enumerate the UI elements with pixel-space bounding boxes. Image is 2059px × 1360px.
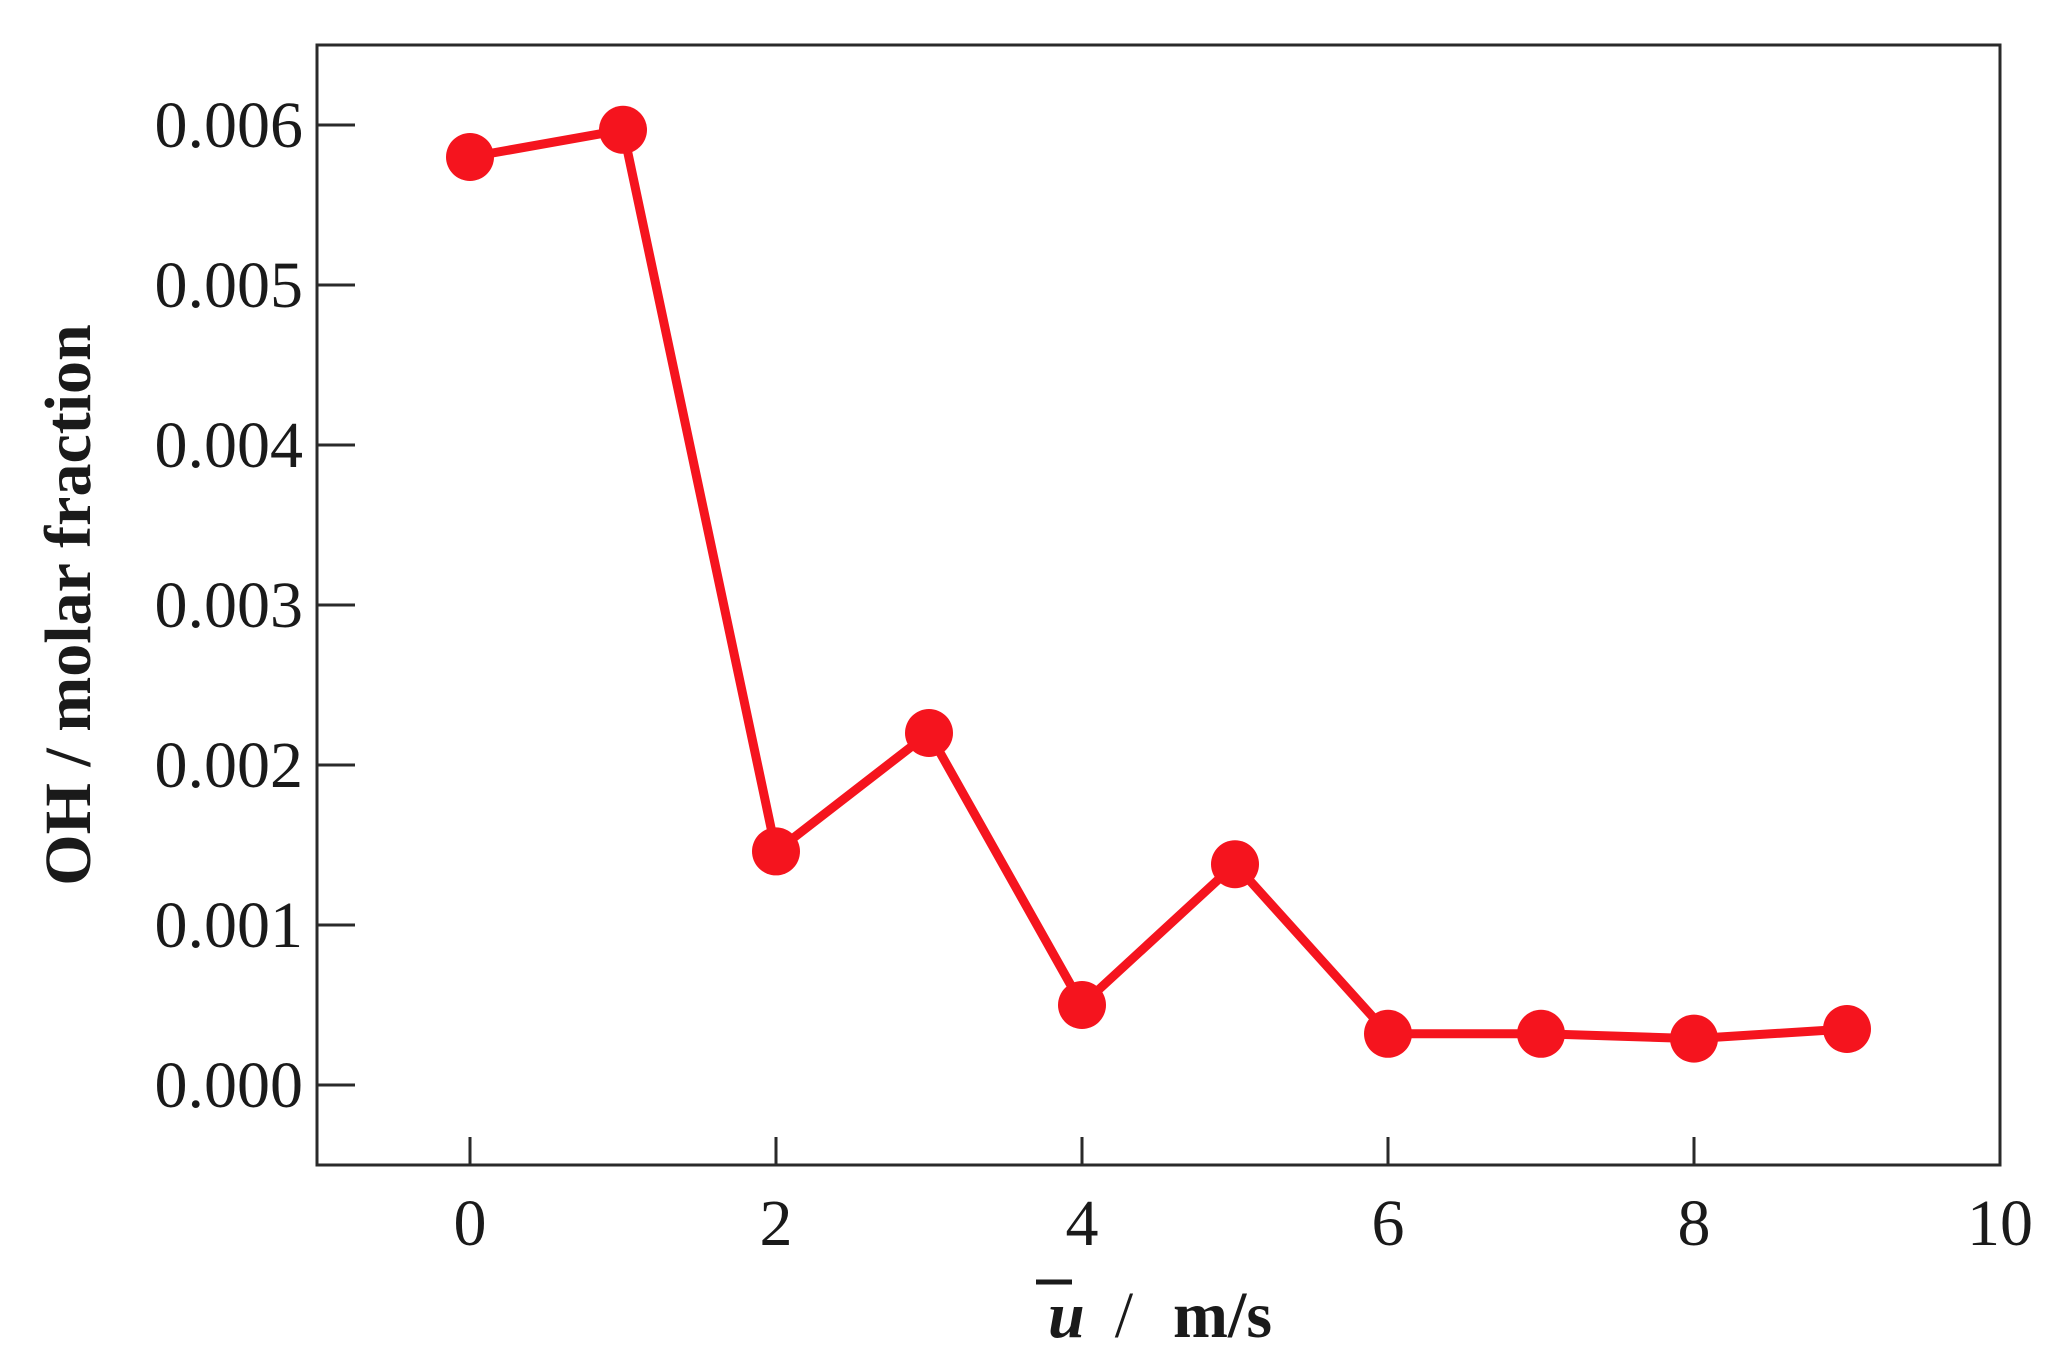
- data-point: [1364, 1009, 1412, 1058]
- x-tick-label: 6: [1372, 1187, 1405, 1260]
- x-axis-ticks: 0 2 4 6 8 10: [454, 1137, 2033, 1260]
- data-point: [599, 105, 647, 154]
- y-tick-label: 0.005: [155, 249, 304, 322]
- data-point: [1517, 1009, 1565, 1058]
- x-tick-label: 8: [1678, 1187, 1711, 1260]
- x-axis-unit: m/s: [1173, 1279, 1272, 1352]
- series-line: [465, 125, 1852, 1044]
- data-point: [1058, 981, 1106, 1029]
- y-tick-label: 0.001: [155, 889, 304, 962]
- x-axis-separator: /: [1115, 1279, 1134, 1352]
- data-point: [905, 709, 953, 757]
- y-tick-label: 0.003: [155, 569, 304, 642]
- y-tick-label: 0.004: [155, 409, 304, 482]
- x-tick-label: 10: [1967, 1187, 2033, 1260]
- y-tick-label: 0.002: [155, 729, 304, 802]
- plot-frame: [315, 43, 2002, 1167]
- y-axis-title: OH / molar fraction: [32, 324, 105, 886]
- data-point: [1823, 1005, 1871, 1053]
- x-tick-label: 0: [454, 1187, 487, 1260]
- data-point: [1211, 840, 1259, 889]
- y-tick-label: 0.006: [155, 89, 304, 162]
- x-axis-symbol: u: [1048, 1279, 1085, 1352]
- x-tick-label: 4: [1066, 1187, 1099, 1260]
- y-tick-label: 0.000: [155, 1049, 304, 1122]
- x-axis-title: u / m/s: [1048, 1279, 1272, 1352]
- x-tick-label: 2: [760, 1187, 793, 1260]
- data-point: [1670, 1014, 1718, 1063]
- series-layer: [446, 105, 1871, 1063]
- y-axis-ticks: 0.000 0.001 0.002 0.003 0.004 0.005 0.006: [155, 89, 355, 1122]
- data-point: [752, 827, 800, 876]
- data-point: [446, 133, 494, 181]
